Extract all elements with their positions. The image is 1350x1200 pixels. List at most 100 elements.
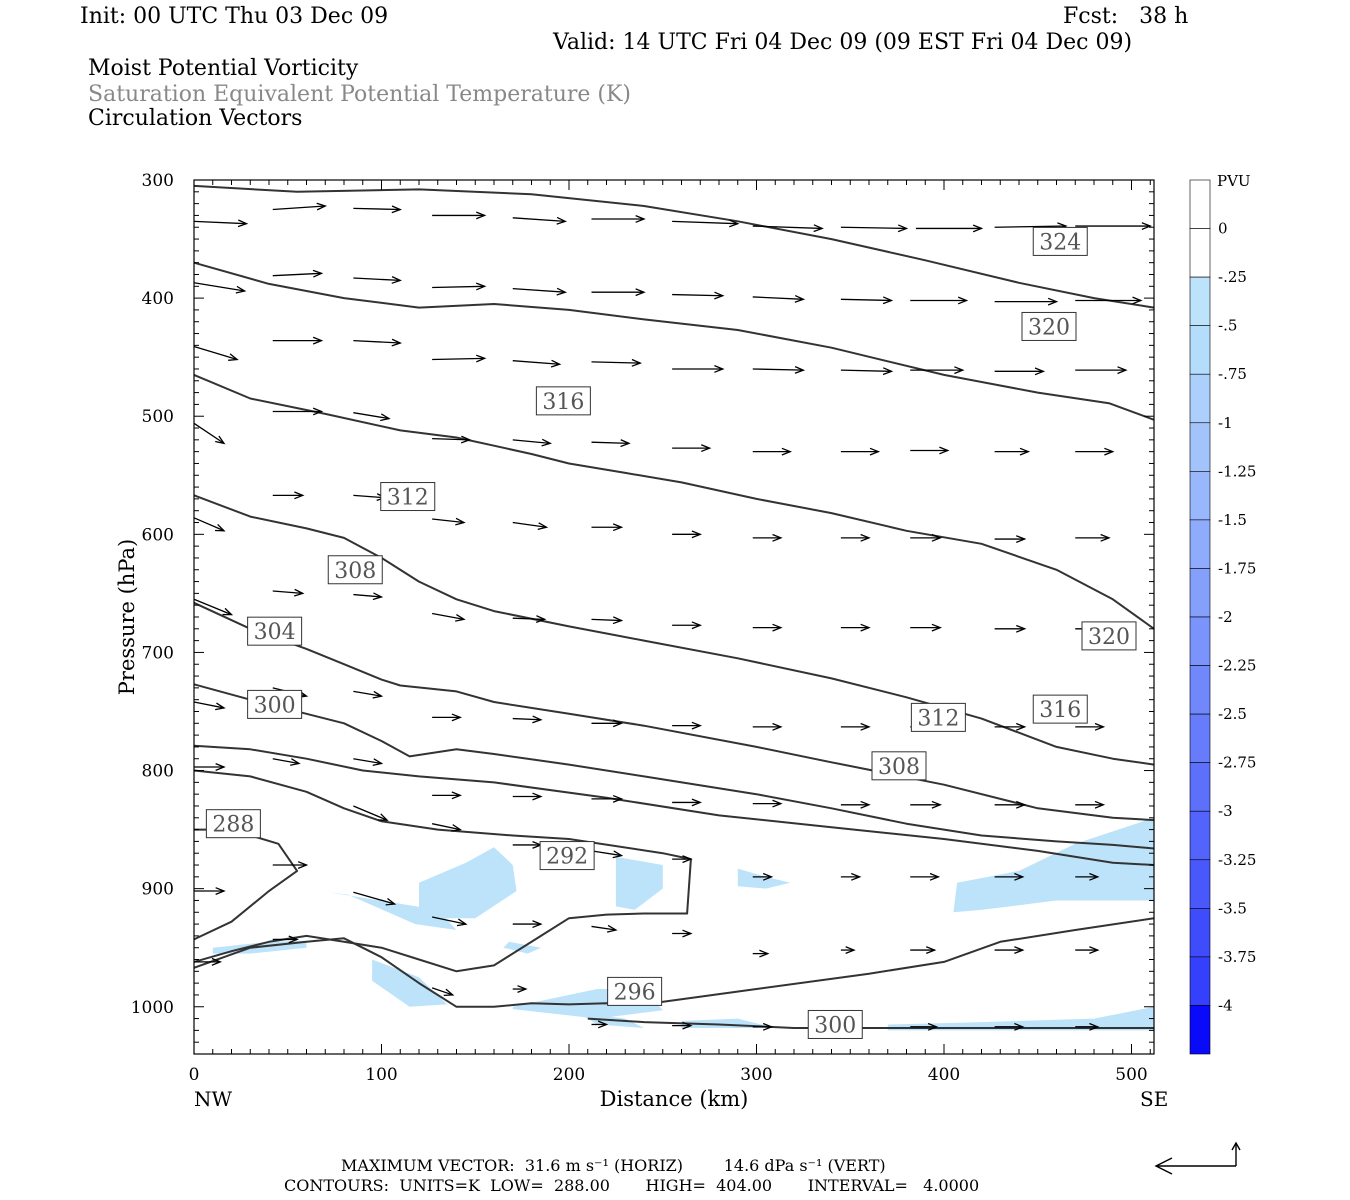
circulation-vector <box>272 588 305 597</box>
vector-shaft <box>193 422 225 444</box>
vector-head <box>316 202 327 211</box>
circulation-vector <box>672 721 703 730</box>
contour-label-box <box>807 1009 863 1039</box>
circulation-vector <box>752 623 783 632</box>
circulation-vector <box>353 276 403 284</box>
colorbar-cell <box>1189 568 1211 618</box>
colorbar-label: -.5 <box>1218 317 1237 335</box>
circulation-vector <box>591 215 646 223</box>
circulation-vector <box>840 296 894 305</box>
field-thetae: Saturation Equivalent Potential Temperat… <box>88 82 631 107</box>
vector-head <box>882 367 894 376</box>
vector-head <box>532 792 543 801</box>
valid-time: Valid: 14 UTC Fri 04 Dec 09 (09 EST Fri … <box>553 30 1133 55</box>
vector-head <box>535 615 547 624</box>
vector-head <box>729 219 740 228</box>
circulation-vector <box>431 987 455 997</box>
circulation-vector <box>1075 447 1115 456</box>
circulation-vector <box>591 616 624 625</box>
circulation-vector <box>910 533 943 542</box>
vector-head <box>541 438 552 447</box>
theta-e-contour <box>193 769 692 973</box>
contour-label-text: 292 <box>546 845 588 870</box>
vector-shaft <box>431 916 467 925</box>
circulation-vector <box>512 359 562 368</box>
vector-head <box>228 353 239 361</box>
vector-head <box>1132 296 1143 305</box>
circulation-vector <box>193 219 249 228</box>
contour-label: 312 <box>910 702 966 732</box>
contour-label-box <box>1021 311 1077 341</box>
circulation-vector <box>591 358 643 367</box>
colorbar-cell <box>1189 665 1211 715</box>
colorbar-label: -1.25 <box>1218 462 1256 480</box>
contour-label-text: 304 <box>254 620 296 645</box>
vector-head <box>714 291 725 300</box>
colorbar: 0 -.25 -.5 -.75 -1 -1.25 -1.5 -1.75 -2 -2.25 -2.5 -… <box>1189 179 1256 1055</box>
circulation-vector <box>994 872 1025 881</box>
contour-label: 288 <box>205 809 261 839</box>
circulation-vector <box>840 872 862 881</box>
circulation-vector <box>752 447 793 456</box>
colorbar-cell <box>1189 908 1211 958</box>
vector-head <box>312 407 324 416</box>
circulation-vector <box>591 288 646 297</box>
circulation-vector <box>591 523 624 532</box>
vector-shaft <box>840 298 892 302</box>
circulation-vector <box>840 224 909 233</box>
circulation-vector <box>432 211 487 220</box>
circulation-vector <box>512 715 543 724</box>
vector-head <box>556 216 567 225</box>
circulation-vector <box>432 282 487 291</box>
circulation-vector <box>752 799 783 808</box>
vector-head <box>954 366 965 375</box>
circulation-vector <box>272 202 327 211</box>
vector-shaft <box>353 494 386 499</box>
vector-head <box>372 592 384 601</box>
circulation-vector <box>512 920 543 929</box>
vector-head <box>794 294 806 303</box>
vector-shaft <box>272 205 326 211</box>
vector-head <box>1094 800 1106 809</box>
pv-region <box>329 892 457 930</box>
colorbar-cell <box>1189 1005 1211 1055</box>
vector-head <box>897 224 909 233</box>
vector-head <box>972 224 984 233</box>
circulation-vector <box>910 800 943 809</box>
vector-shaft <box>431 823 461 831</box>
y-axis-label: Pressure (hPa) <box>115 539 139 695</box>
x-right-end-label: SE <box>1140 1087 1168 1111</box>
vector-head <box>931 800 943 809</box>
contour-label-text: 288 <box>212 813 254 838</box>
vector-head <box>762 1022 774 1031</box>
vector-head <box>813 224 824 233</box>
vector-head <box>451 791 463 800</box>
vector-shaft <box>353 891 395 905</box>
circulation-vector <box>591 794 624 803</box>
vector-head <box>620 439 631 448</box>
circulation-vector <box>512 521 549 531</box>
vector-shaft <box>432 612 465 621</box>
circulation-vector <box>432 791 463 800</box>
colorbar-label: -3.25 <box>1218 851 1256 869</box>
circulation-vector <box>994 535 1027 543</box>
vector-head <box>550 359 562 368</box>
theta-e-contour <box>193 744 1155 866</box>
vector-head <box>635 215 646 223</box>
colorbar-label: -1 <box>1218 414 1233 432</box>
x-tick-label: 0 <box>189 1065 200 1085</box>
contour-label-text: 316 <box>542 390 584 415</box>
vector-head <box>215 702 226 711</box>
pv-region <box>953 817 1154 913</box>
contour-label: 300 <box>247 689 303 719</box>
vector-head <box>312 336 324 345</box>
circulation-vector <box>1075 222 1153 231</box>
vector-head <box>1089 872 1100 881</box>
circulation-vector <box>752 294 806 303</box>
vector-head <box>237 219 249 228</box>
circulation-vector <box>353 412 391 422</box>
theta-e-contour <box>193 828 299 941</box>
vector-head <box>860 533 871 542</box>
vector-head <box>1019 447 1031 456</box>
circulation-vector <box>994 367 1046 376</box>
